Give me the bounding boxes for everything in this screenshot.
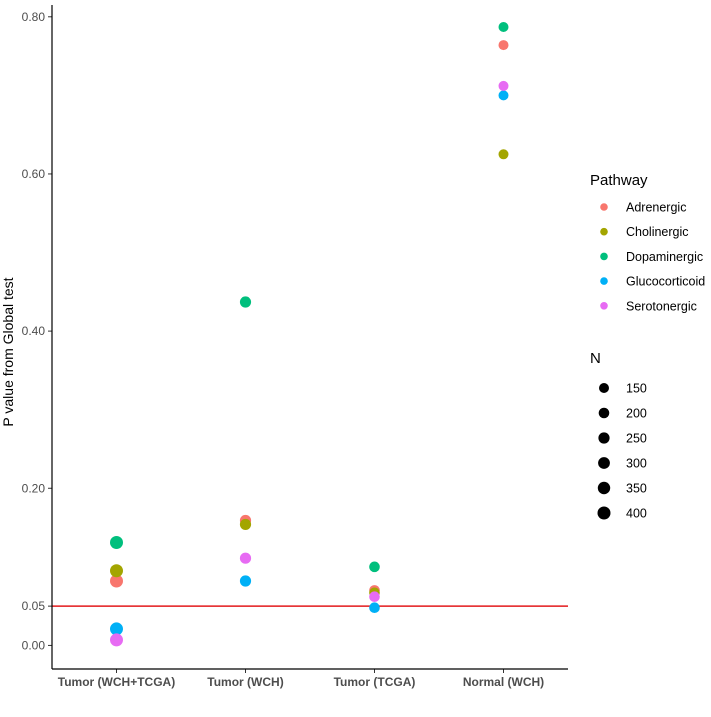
data-point-serotonergic: [239, 552, 252, 564]
x-tick-label: Normal (WCH): [463, 675, 544, 689]
legend-label-serotonergic: Serotonergic: [626, 299, 697, 313]
data-points: [110, 22, 509, 647]
legend-size-swatch: [598, 432, 610, 444]
data-point-glucocorticoid: [369, 602, 380, 614]
y-tick-label: 0.05: [22, 599, 46, 613]
data-point-adrenergic: [498, 40, 509, 51]
data-point-serotonergic: [498, 80, 509, 91]
legend-size-label: 250: [626, 432, 647, 446]
legend-size-label: 400: [626, 507, 647, 521]
x-tick-label: Tumor (TCGA): [334, 675, 416, 689]
data-point-glucocorticoid: [239, 575, 252, 587]
x-tick-label: Tumor (WCH): [207, 675, 283, 689]
legend-size-label: 150: [626, 382, 647, 396]
data-point-dopaminergic: [369, 561, 380, 573]
y-tick-label: 0.00: [22, 638, 46, 652]
data-point-serotonergic: [369, 591, 380, 603]
legend-title-n: N: [590, 350, 601, 367]
data-point-dopaminergic: [239, 296, 252, 308]
legend-n-items: 150 200 250 300 350 400: [597, 382, 647, 521]
data-point-glucocorticoid: [498, 90, 509, 101]
legend-size-label: 350: [626, 482, 647, 496]
legend-swatch-glucocorticoid: [600, 277, 608, 285]
y-axis-title: P value from Global test: [0, 277, 16, 426]
y-tick-label: 0.80: [22, 10, 46, 24]
data-point-cholinergic: [498, 149, 509, 160]
legend-size-swatch: [597, 506, 611, 520]
y-tick-label: 0.20: [22, 481, 46, 495]
data-point-cholinergic: [110, 564, 123, 578]
legend-label-glucocorticoid: Glucocorticoid: [626, 275, 705, 289]
legend: Pathway Adrenergic Cholinergic Dopaminergi…: [590, 172, 705, 521]
legend-label-adrenergic: Adrenergic: [626, 201, 686, 215]
data-point-glucocorticoid: [110, 622, 123, 636]
data-point-dopaminergic: [498, 22, 509, 33]
legend-size-label: 200: [626, 407, 647, 421]
legend-swatch-serotonergic: [600, 302, 608, 310]
data-point-dopaminergic: [110, 535, 123, 549]
legend-size-label: 300: [626, 457, 647, 471]
legend-size-swatch: [598, 457, 610, 469]
axis-lines: [51, 5, 568, 670]
data-point-serotonergic: [110, 633, 123, 647]
x-axis: Tumor (WCH+TCGA) Tumor (WCH) Tumor (TCGA) N…: [58, 669, 544, 689]
legend-label-cholinergic: Cholinergic: [626, 225, 689, 239]
data-point-cholinergic: [239, 518, 252, 531]
data-point-adrenergic: [110, 574, 123, 588]
legend-size-swatch: [597, 481, 611, 495]
legend-swatch-dopaminergic: [600, 252, 608, 261]
legend-size-swatch: [599, 383, 609, 393]
legend-size-swatch: [598, 407, 610, 419]
y-tick-label: 0.40: [22, 324, 46, 338]
y-axis: 0.00 0.05 0.20 0.40 0.60 0.80: [22, 10, 52, 652]
x-tick-label: Tumor (WCH+TCGA): [58, 675, 175, 689]
y-tick-label: 0.60: [22, 167, 46, 181]
legend-swatch-cholinergic: [600, 227, 608, 236]
legend-title-pathway: Pathway: [590, 172, 648, 189]
legend-label-dopaminergic: Dopaminergic: [626, 250, 703, 264]
legend-swatch-adrenergic: [600, 203, 608, 211]
legend-pathway-items: Adrenergic Cholinergic Dopaminergic Glucoco…: [600, 201, 705, 313]
